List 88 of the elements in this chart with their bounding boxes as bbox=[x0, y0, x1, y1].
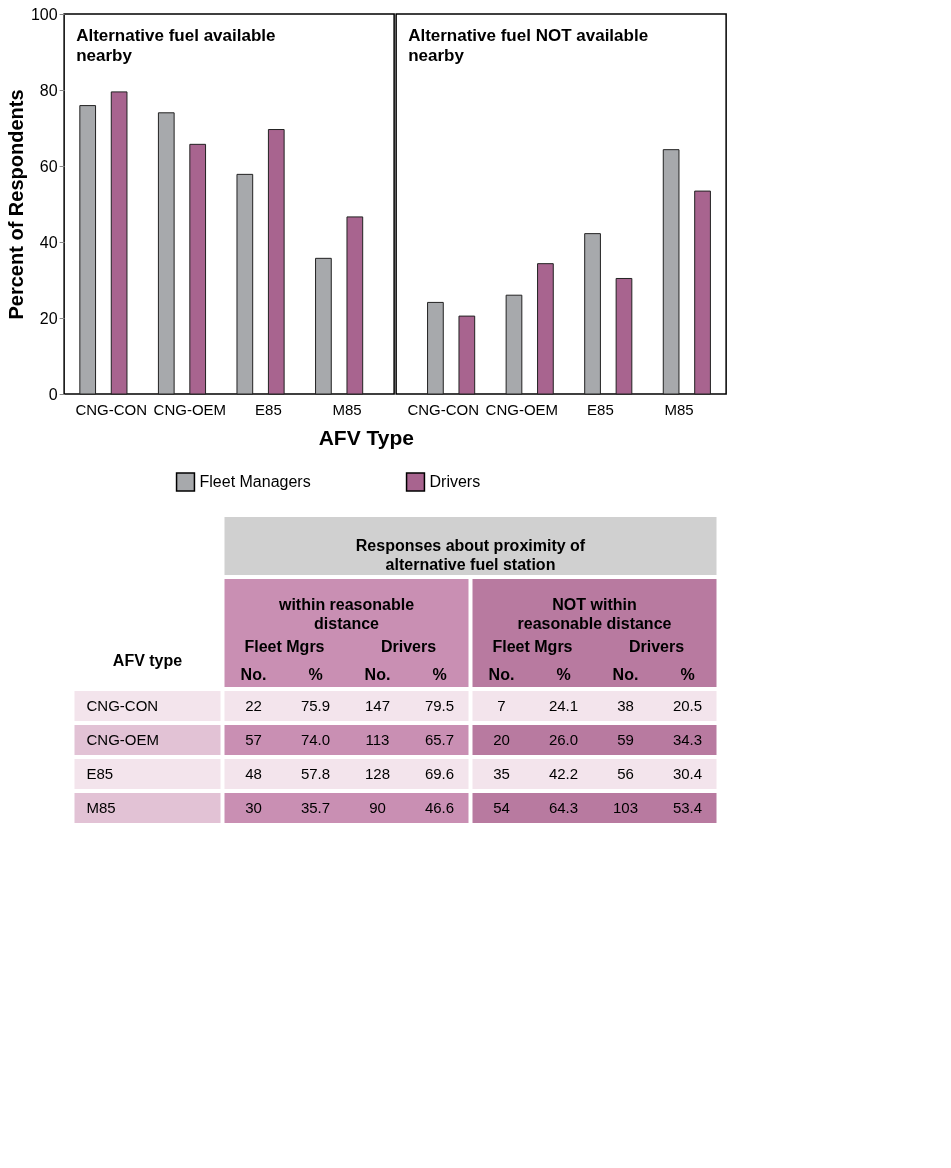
x-tick-label: E85 bbox=[587, 400, 614, 418]
y-tick-label: 100 bbox=[30, 5, 58, 23]
text: Fleet Mgrs bbox=[244, 638, 325, 655]
text: Drivers bbox=[380, 638, 437, 655]
bar bbox=[537, 263, 554, 395]
text: Responses about proximity of alternative fuel station bbox=[355, 537, 586, 573]
text: 54 bbox=[493, 799, 510, 816]
text: 7 bbox=[497, 697, 506, 714]
text: % bbox=[680, 666, 695, 683]
text: No. bbox=[364, 666, 391, 683]
text: 24.1 bbox=[548, 697, 579, 714]
annotation: Alternative fuel available nearby bbox=[76, 26, 276, 65]
y-axis-title: Percent of Respondents bbox=[4, 89, 27, 320]
text: E85 bbox=[86, 765, 114, 782]
annotation: Alternative fuel NOT available nearby bbox=[408, 26, 649, 65]
text: 65.7 bbox=[424, 731, 455, 748]
bar bbox=[189, 143, 207, 395]
bar bbox=[615, 277, 633, 395]
text: 59 bbox=[617, 731, 634, 748]
text: 30 bbox=[245, 799, 262, 816]
text: Fleet Mgrs bbox=[492, 638, 573, 655]
text: 103 bbox=[612, 799, 639, 816]
y-tick-label: 80 bbox=[39, 81, 58, 99]
y-tick-label: 40 bbox=[39, 233, 58, 251]
bar bbox=[584, 233, 601, 395]
bar bbox=[157, 112, 175, 395]
text: % bbox=[308, 666, 323, 683]
text: 90 bbox=[369, 799, 386, 816]
text: 20.5 bbox=[672, 697, 703, 714]
bar bbox=[79, 105, 97, 395]
bar bbox=[427, 301, 444, 395]
text: No. bbox=[488, 666, 515, 683]
bar bbox=[694, 190, 711, 395]
text: 113 bbox=[365, 731, 390, 748]
x-axis-title: AFV Type bbox=[318, 425, 414, 449]
text: 42.2 bbox=[548, 765, 579, 782]
text: 35.7 bbox=[300, 799, 331, 816]
text: 46.6 bbox=[424, 799, 455, 816]
text: 30.4 bbox=[672, 765, 703, 782]
legend-label: Drivers bbox=[429, 473, 481, 490]
text: 64.3 bbox=[548, 799, 579, 816]
text: 38 bbox=[617, 697, 634, 714]
text: 75.9 bbox=[300, 697, 331, 714]
bar bbox=[236, 173, 254, 395]
text: No. bbox=[612, 666, 639, 683]
y-tick-label: 0 bbox=[48, 385, 58, 403]
y-tick-label: 60 bbox=[39, 157, 58, 175]
text: 147 bbox=[364, 697, 391, 714]
x-tick-label: M85 bbox=[664, 400, 694, 418]
x-tick-label: CNG-OEM bbox=[485, 400, 559, 418]
text: CNG-CON bbox=[86, 697, 159, 714]
bar bbox=[267, 129, 285, 395]
text: 56 bbox=[617, 765, 634, 782]
bar bbox=[662, 149, 680, 395]
x-tick-label: M85 bbox=[332, 400, 362, 418]
text: 34.3 bbox=[672, 731, 703, 748]
bar bbox=[110, 91, 128, 395]
text: 74.0 bbox=[300, 731, 331, 748]
text: AFV type bbox=[112, 652, 183, 669]
bar bbox=[458, 315, 476, 395]
legend-label: Fleet Managers bbox=[199, 473, 311, 490]
text: NOT within reasonable distance bbox=[517, 596, 672, 632]
bar bbox=[346, 216, 364, 395]
text: % bbox=[432, 666, 447, 683]
text: 26.0 bbox=[548, 731, 579, 748]
text: within reasonable distance bbox=[277, 596, 415, 632]
text: % bbox=[556, 666, 571, 683]
bar bbox=[315, 257, 332, 395]
text: 69.6 bbox=[424, 765, 455, 782]
text: 20 bbox=[493, 731, 510, 748]
x-tick-label: E85 bbox=[255, 400, 282, 418]
text: 79.5 bbox=[424, 697, 455, 714]
x-tick-label: CNG-CON bbox=[407, 400, 480, 418]
text: CNG-OEM bbox=[86, 731, 159, 748]
x-tick-label: CNG-OEM bbox=[153, 400, 227, 418]
text: 22 bbox=[245, 697, 262, 714]
text: Drivers bbox=[628, 638, 685, 655]
text: 35 bbox=[493, 765, 510, 782]
bar bbox=[505, 294, 523, 395]
x-tick-label: CNG-CON bbox=[75, 400, 148, 418]
text: 53.4 bbox=[672, 799, 703, 816]
text: M85 bbox=[86, 799, 116, 816]
text: 48 bbox=[245, 765, 262, 782]
text: 57.8 bbox=[300, 765, 331, 782]
text: No. bbox=[240, 666, 267, 683]
text: 57 bbox=[245, 731, 262, 748]
y-tick-label: 20 bbox=[39, 309, 58, 327]
text: 128 bbox=[364, 765, 391, 782]
